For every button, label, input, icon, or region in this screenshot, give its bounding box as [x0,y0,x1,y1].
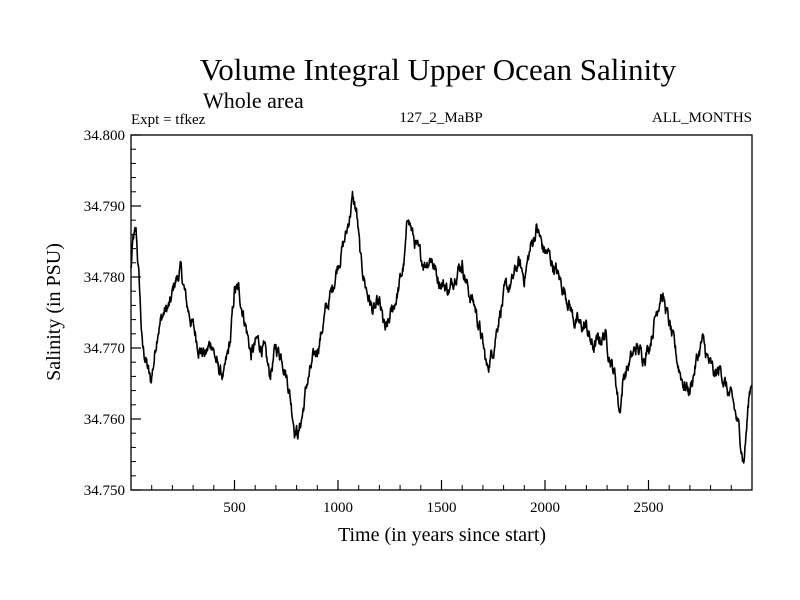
x-axis-ticks: 500 1000 1500 2000 2500 [151,480,732,516]
y-tick-label: 34.780 [84,270,125,286]
series-line [130,190,753,464]
x-tick-label: 2500 [634,500,664,516]
x-tick-label: 500 [223,500,246,516]
run-label: 127_2_MaBP [399,110,482,126]
y-tick-label: 34.770 [84,341,125,357]
x-axis-label: Time (in years since start) [338,524,546,546]
chart-title: Volume Integral Upper Ocean Salinity [200,52,677,87]
y-tick-label: 34.800 [84,128,125,144]
y-axis-label: Salinity (in PSU) [43,243,65,381]
y-axis-ticks: 34.750 34.760 34.770 34.780 34.790 34.800 [84,128,141,499]
months-label: ALL_MONTHS [652,110,752,126]
plot-area: 500 1000 1500 2000 2500 34.75034.76034.77034… [84,128,753,516]
x-tick-label: 1000 [323,500,353,516]
x-tick-label: 2000 [530,500,560,516]
y-tick-label: 34.750 [84,483,125,499]
y-tick-label: 34.790 [84,199,125,215]
chart-subtitle: Whole area [203,88,304,113]
x-tick-label: 1500 [427,500,457,516]
y-tick-label: 34.760 [84,412,125,428]
experiment-label: Expt = tfkez [131,112,206,128]
